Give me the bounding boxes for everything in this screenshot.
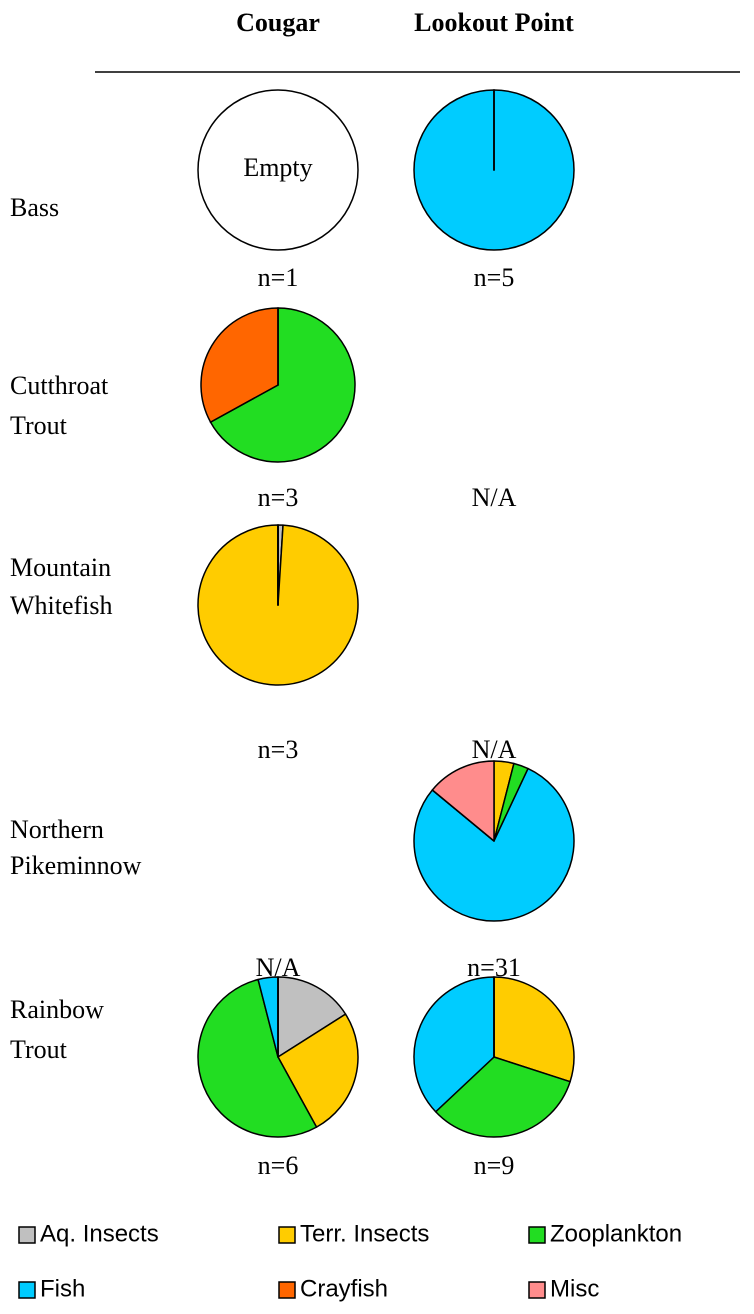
legend-swatch [528, 1226, 546, 1244]
legend-swatch [18, 1281, 36, 1299]
sample-size: n=1 [258, 263, 299, 292]
legend-label: Zooplankton [550, 1220, 682, 1247]
pie-slice [209, 307, 356, 463]
pie-slice [200, 307, 279, 423]
pie-slice [413, 767, 575, 922]
not-available: N/A [472, 483, 517, 512]
legend-swatch [278, 1226, 296, 1244]
not-available: N/A [472, 735, 517, 764]
pie-slice [431, 760, 495, 842]
row-label: Trout [10, 1035, 68, 1064]
row-label: Rainbow [10, 995, 104, 1024]
legend-swatch [18, 1226, 36, 1244]
pie-slice [434, 1056, 571, 1138]
legend-swatch [528, 1281, 546, 1299]
pie-slice [413, 976, 495, 1113]
row-label: Bass [10, 193, 59, 222]
legend-label: Terr. Insects [300, 1220, 429, 1247]
sample-size: n=3 [258, 483, 299, 512]
row-label: Trout [10, 411, 68, 440]
column-header: Cougar [236, 8, 320, 37]
sample-size: n=3 [258, 735, 299, 764]
legend-label: Misc [550, 1275, 599, 1302]
sample-size: n=9 [474, 1151, 515, 1180]
pie-slice [493, 976, 575, 1083]
empty-pie [197, 89, 359, 251]
row-label: Pikeminnow [10, 851, 142, 880]
not-available: N/A [256, 953, 301, 982]
row-label: Mountain [10, 553, 111, 582]
column-header: Lookout Point [414, 8, 574, 37]
legend-swatch [278, 1281, 296, 1299]
sample-size: n=6 [258, 1151, 299, 1180]
row-label: Whitefish [10, 591, 113, 620]
pie-slice [197, 978, 318, 1138]
pie-annotation: Empty [243, 153, 312, 182]
pie-slice [277, 976, 347, 1058]
pie-slice [277, 1013, 359, 1128]
row-label: Cutthroat [10, 371, 109, 400]
legend-label: Crayfish [300, 1275, 388, 1302]
legend-label: Aq. Insects [40, 1220, 159, 1247]
legend-label: Fish [40, 1275, 85, 1302]
row-label: Northern [10, 815, 104, 844]
sample-size: n=5 [474, 263, 515, 292]
